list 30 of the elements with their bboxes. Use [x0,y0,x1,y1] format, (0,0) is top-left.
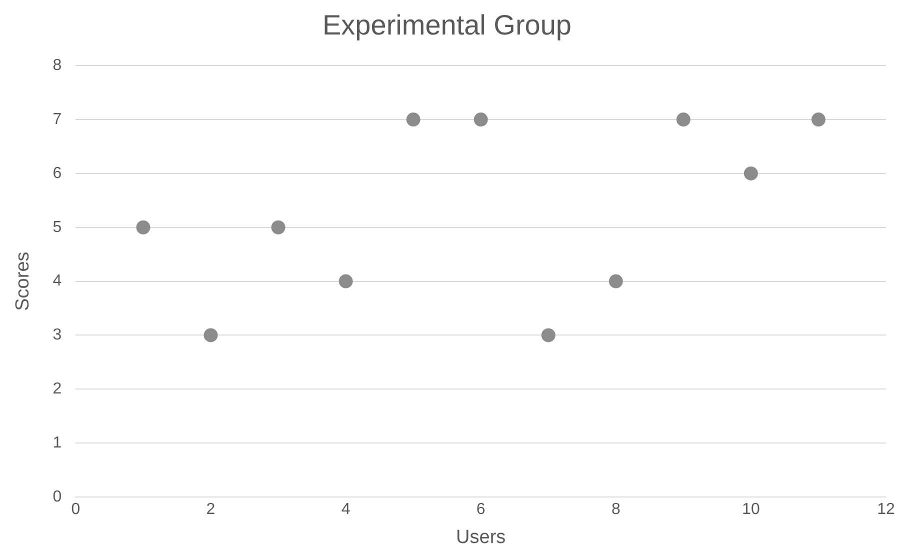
x-tick-label: 4 [341,501,350,518]
y-tick-label: 4 [52,272,62,290]
point [744,166,758,180]
point [406,112,420,127]
point [204,328,218,342]
y-tick-label: 8 [52,57,62,74]
x-tick-label: 2 [206,501,216,518]
point [271,220,286,234]
point [474,112,488,127]
chart-title: Experimental Group [322,10,572,41]
y-tick-label: 3 [52,326,62,344]
y-axis-title: Scores [12,252,34,311]
x-tick-label: 8 [611,501,620,518]
point [676,112,690,127]
x-axis-title: Users [456,526,506,548]
y-tick-label: 6 [52,164,62,182]
y-tick-label: 2 [52,380,62,398]
y-tick-label: 1 [52,434,62,452]
y-tick-label: 5 [52,218,62,236]
x-tick-label: 6 [476,501,486,518]
point [338,274,353,288]
x-tick-label: 12 [877,501,895,518]
point [608,274,623,288]
x-tick-label: 0 [71,501,80,518]
y-tick-label: 7 [52,110,62,128]
y-tick-label: 0 [52,488,62,506]
point [811,112,826,127]
x-tick-label: 10 [742,501,760,518]
point [136,220,150,234]
point [541,328,556,342]
